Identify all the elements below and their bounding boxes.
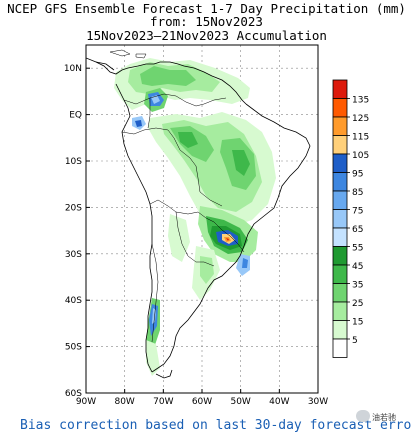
legend-value-label: 125 — [352, 114, 369, 124]
legend-color-box — [332, 153, 348, 173]
legend-value-label: 135 — [352, 96, 369, 106]
map-title-line-3: 15Nov2023—21Nov2023 Accumulation — [86, 28, 327, 43]
lon-tick-label: 60W — [192, 397, 212, 407]
lat-tick-label: 50S — [65, 343, 82, 353]
legend-value-label: 45 — [352, 262, 363, 272]
bias-correction-note: Bias correction based on last 30-day for… — [20, 418, 413, 433]
watermark-text: 油若驰 — [372, 413, 396, 422]
legend-value-label: 35 — [352, 281, 363, 291]
legend-color-box — [332, 190, 348, 210]
lon-tick-label: 70W — [153, 397, 173, 407]
map-title-line-1: NCEP GFS Ensemble Forecast 1-7 Day Preci… — [7, 1, 406, 16]
legend-value-label: 115 — [352, 133, 369, 143]
legend-value-label: 105 — [352, 151, 369, 161]
lat-tick-label: EQ — [69, 111, 82, 121]
legend-color-box — [332, 209, 348, 229]
caribbean-islands — [109, 49, 147, 59]
lon-tick-label: 80W — [114, 397, 134, 407]
lat-tick-label: 10S — [65, 157, 82, 167]
color-legend: 135 125 115 105 95 85 75 65 55 45 35 25 15 5 — [332, 79, 369, 358]
legend-value-label: 65 — [352, 225, 363, 235]
lat-tick-label: 40S — [65, 296, 82, 306]
legend-value-label: 5 — [352, 336, 358, 346]
lat-tick-label: 30S — [65, 250, 82, 260]
legend-value-label: 95 — [352, 170, 363, 180]
legend-color-box — [332, 116, 348, 136]
watermark-logo-icon — [356, 410, 370, 422]
lon-tick-label: 90W — [76, 397, 96, 407]
lat-tick-label: 20S — [65, 203, 82, 213]
lon-tick-label: 30W — [308, 397, 328, 407]
legend-color-box — [332, 98, 348, 118]
legend-color-box — [332, 79, 348, 99]
legend-value-label: 85 — [352, 188, 363, 198]
legend-color-box — [332, 227, 348, 247]
legend-color-box — [332, 264, 348, 284]
legend-color-box — [332, 135, 348, 155]
legend-color-box — [332, 172, 348, 192]
legend-value-label: 15 — [352, 318, 363, 328]
precip-shading — [114, 58, 276, 376]
lat-tick-label: 60S — [65, 389, 82, 399]
legend-color-box — [332, 338, 348, 358]
map-layers — [86, 45, 318, 393]
legend-value-label: 25 — [352, 299, 363, 309]
lon-tick-label: 40W — [269, 397, 289, 407]
map-title-line-2: from: 15Nov2023 — [150, 14, 263, 29]
legend-color-box — [332, 246, 348, 266]
lon-tick-label: 50W — [230, 397, 250, 407]
legend-value-label: 55 — [352, 244, 363, 254]
legend-color-box — [332, 301, 348, 321]
coastlines — [86, 57, 311, 379]
country-borders — [121, 93, 245, 343]
legend-color-box — [332, 283, 348, 303]
legend-color-box — [332, 320, 348, 340]
legend-value-label: 75 — [352, 207, 363, 217]
lat-tick-label: 10N — [64, 64, 82, 74]
